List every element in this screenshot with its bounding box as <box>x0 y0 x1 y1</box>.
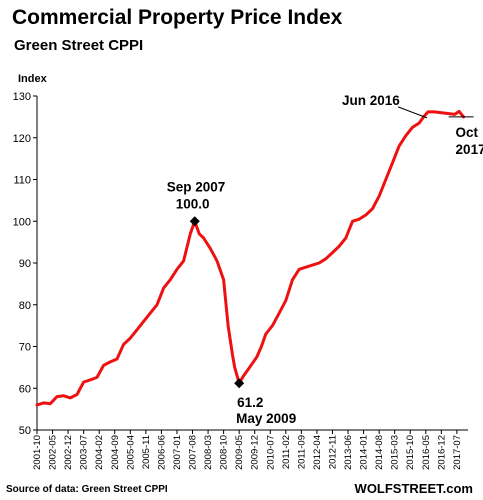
x-tick-label: 2014-08 <box>374 435 385 470</box>
x-tick-label: 2003-07 <box>79 435 90 470</box>
x-tick-label: 2010-07 <box>265 435 276 470</box>
y-tick-label: 90 <box>19 258 31 270</box>
y-tick-label: 80 <box>19 300 31 312</box>
y-tick-label: 60 <box>19 383 31 395</box>
chart-title: Commercial Property Price Index <box>12 6 343 29</box>
jun-2016-leader <box>397 106 428 119</box>
x-tick-label: 2008-10 <box>219 435 230 470</box>
x-tick-label: 2017-07 <box>452 435 463 470</box>
x-tick-label: 2007-01 <box>172 435 183 470</box>
x-tick-label: 2006-06 <box>156 435 167 470</box>
x-tick-label: 2002-12 <box>63 435 74 470</box>
peak-value-label: 100.0 <box>176 196 210 211</box>
y-tick-label: 120 <box>13 133 31 145</box>
x-tick-label: 2014-01 <box>359 435 370 470</box>
y-ticks: 50 60 70 80 90 100 110 120 130 <box>13 91 37 437</box>
x-tick-label: 2004-09 <box>110 435 121 470</box>
source-note: Source of data: Green Street CPPI <box>6 484 168 495</box>
x-tick-label: 2016-05 <box>421 435 432 470</box>
chart-subtitle: Green Street CPPI <box>14 37 144 54</box>
peak-marker <box>189 216 200 227</box>
year-2017-label: 2017 <box>456 142 483 157</box>
x-tick-label: 2015-10 <box>405 435 416 470</box>
x-tick-label: 2005-11 <box>141 435 152 469</box>
y-tick-label: 50 <box>19 425 31 437</box>
x-tick-label: 2011-02 <box>281 435 292 469</box>
x-tick-label: 2011-09 <box>296 435 307 469</box>
series-line <box>35 109 466 407</box>
x-ticks: 2001-10 2002-05 2002-12 2003-07 2004-02 2004-… <box>32 430 463 470</box>
y-axis-label: Index <box>18 73 48 85</box>
x-tick-label: 2015-03 <box>390 435 401 470</box>
x-tick-label: 2004-02 <box>94 435 105 470</box>
peak-date-label: Sep 2007 <box>167 179 226 194</box>
x-tick-label: 2012-04 <box>312 435 323 470</box>
x-tick-label: 2009-05 <box>234 435 245 470</box>
x-tick-label: 2009-12 <box>250 435 261 470</box>
x-tick-label: 2002-05 <box>48 435 59 470</box>
x-tick-label: 2012-11 <box>327 435 338 469</box>
trough-marker <box>234 378 245 389</box>
y-tick-label: 70 <box>19 342 31 354</box>
trough-value-label: 61.2 <box>237 395 263 410</box>
x-tick-label: 2016-12 <box>436 435 447 470</box>
x-tick-label: 2005-04 <box>125 435 136 470</box>
y-tick-label: 110 <box>13 175 31 187</box>
brand-label: WOLFSTREET.com <box>354 481 473 496</box>
oct-label: Oct <box>456 125 479 140</box>
x-tick-label: 2007-08 <box>188 435 199 470</box>
x-tick-label: 2001-10 <box>32 435 43 470</box>
trough-date-label: May 2009 <box>236 411 296 426</box>
y-tick-label: 100 <box>13 216 31 228</box>
y-tick-label: 130 <box>13 91 31 103</box>
jun-2016-label: Jun 2016 <box>342 93 400 108</box>
axes <box>36 96 468 431</box>
x-tick-label: 2013-06 <box>343 435 354 470</box>
x-tick-label: 2008-03 <box>203 435 214 470</box>
